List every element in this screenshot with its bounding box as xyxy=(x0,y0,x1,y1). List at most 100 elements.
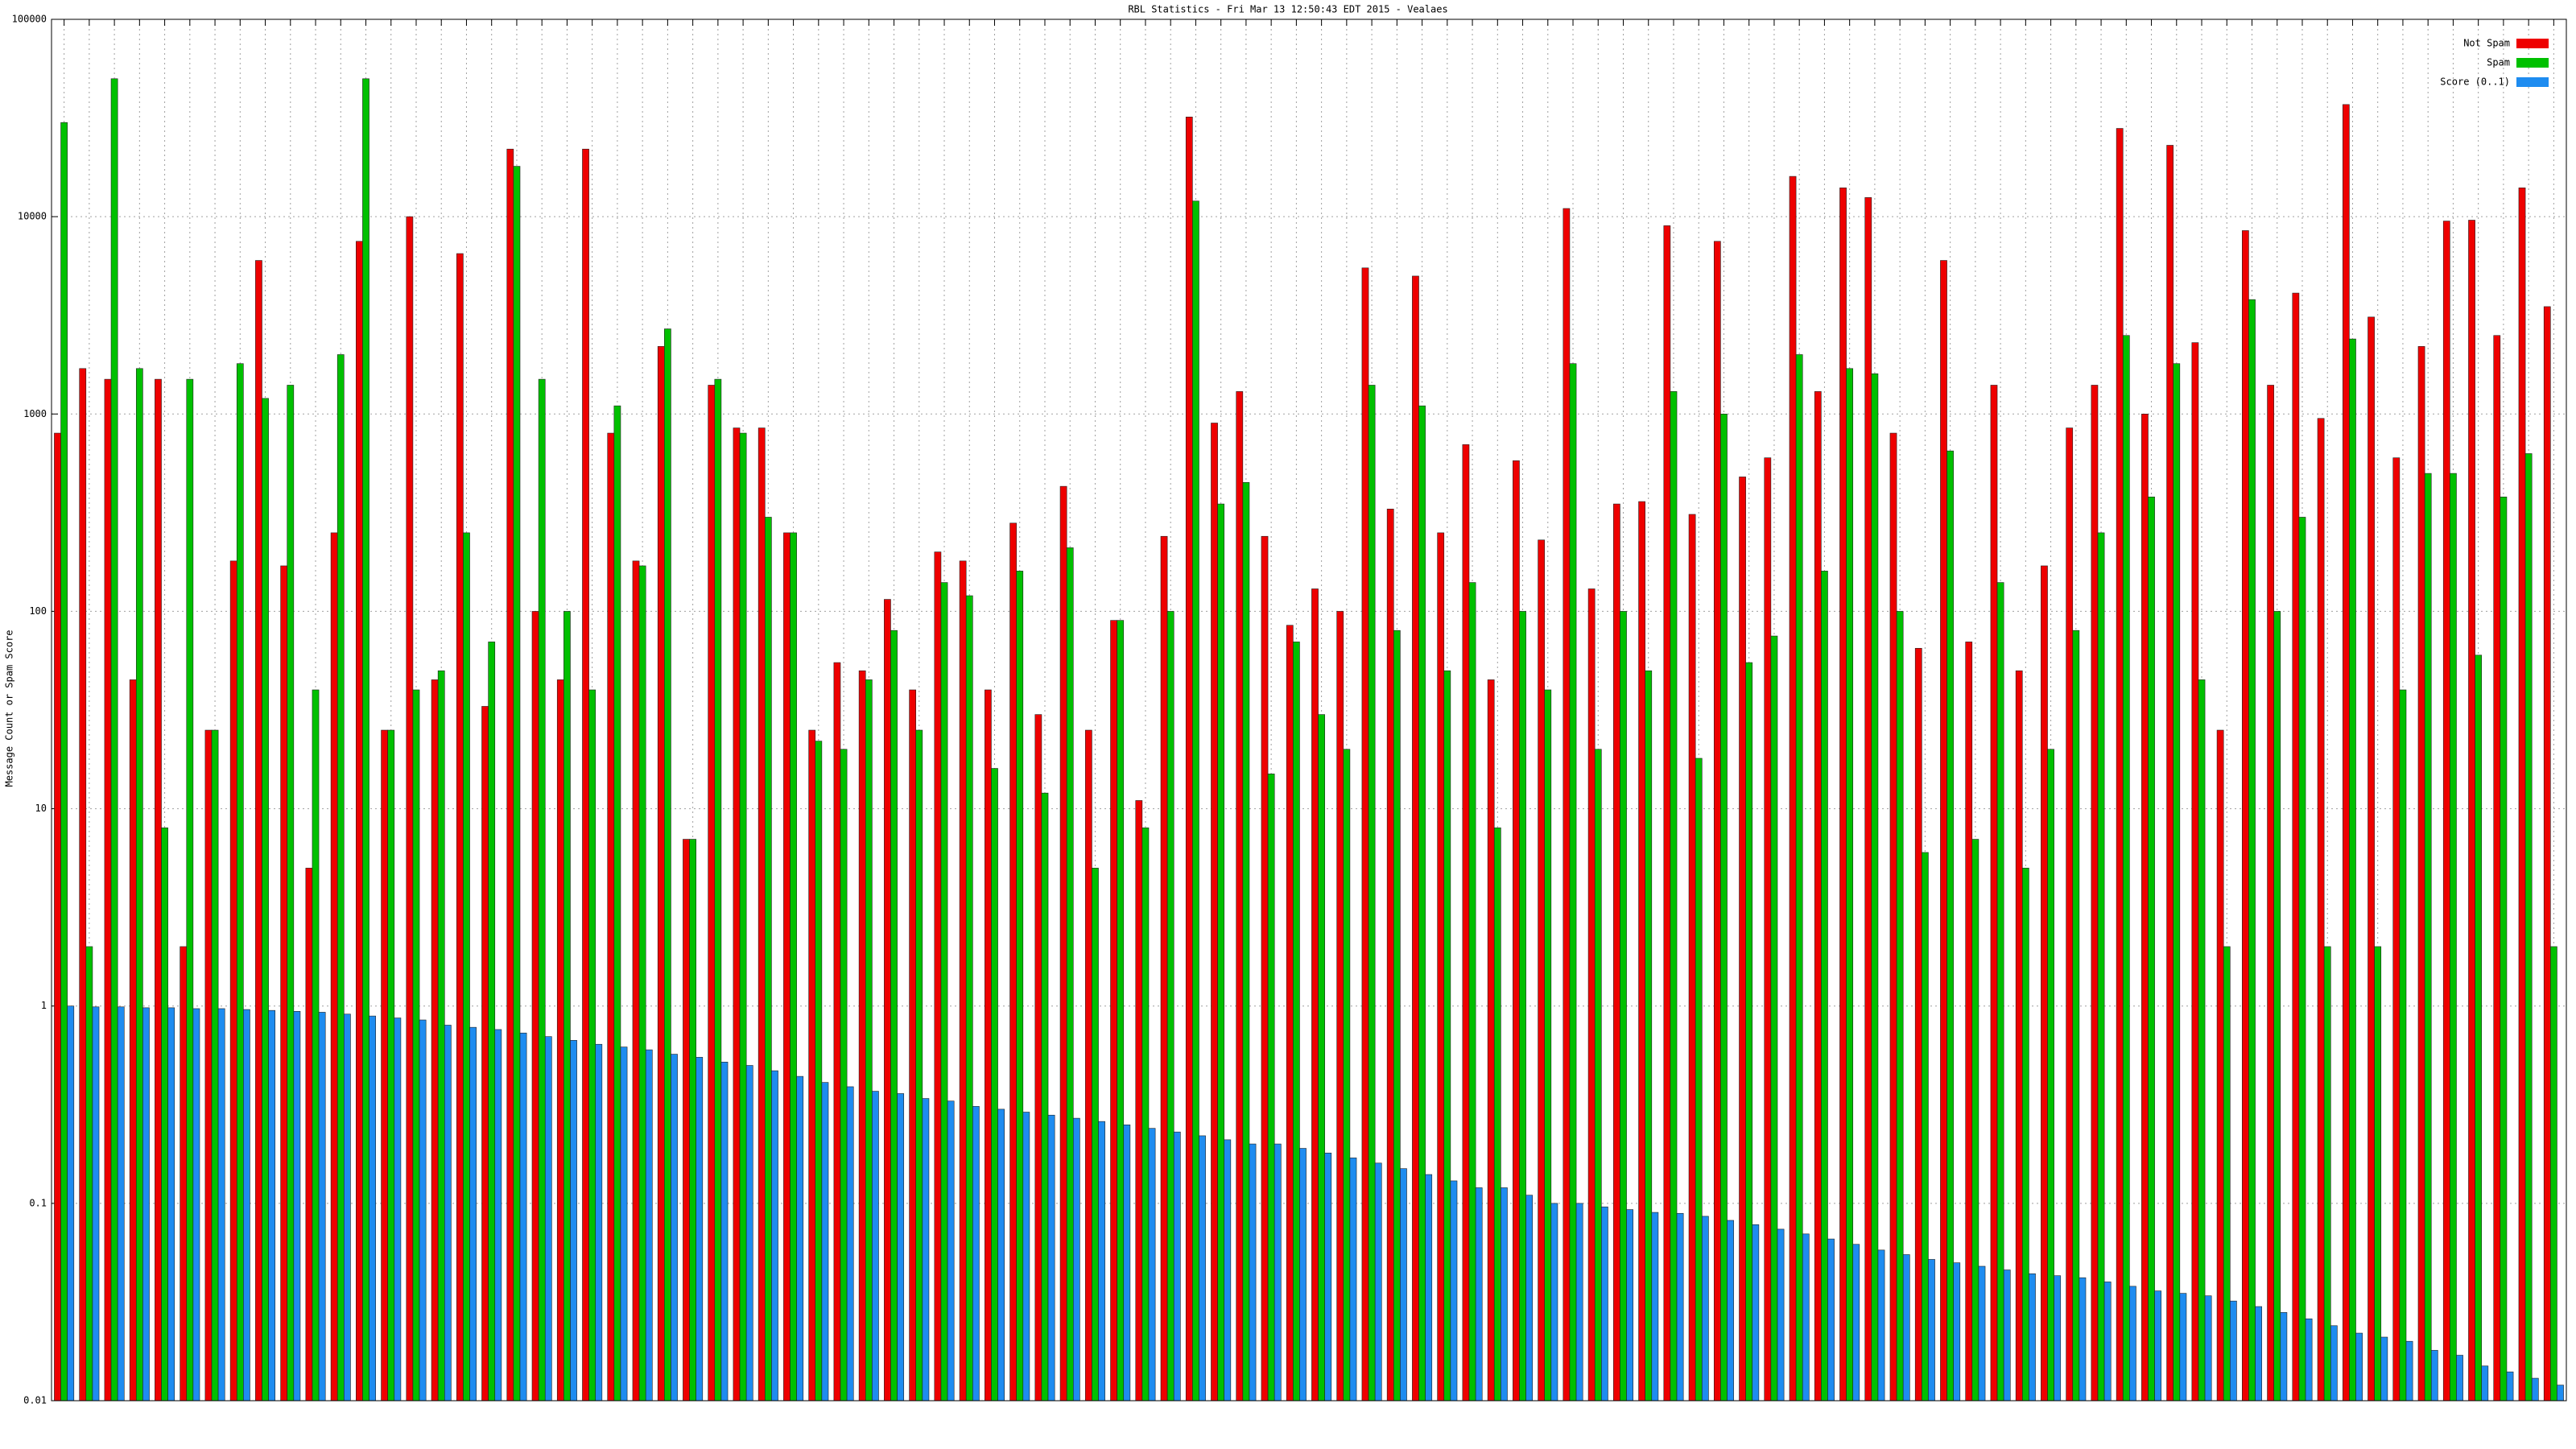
legend-swatch xyxy=(2516,77,2549,87)
bar xyxy=(909,689,917,1402)
bar xyxy=(1663,225,1671,1402)
bar xyxy=(1550,1203,1558,1402)
bar xyxy=(481,706,489,1402)
bar xyxy=(2230,1300,2237,1402)
bar xyxy=(412,689,420,1402)
bar xyxy=(1336,611,1344,1402)
bar xyxy=(262,398,269,1402)
bar xyxy=(1224,1139,1232,1402)
y-tick-label: 10 xyxy=(35,803,47,814)
bar xyxy=(1713,241,1721,1402)
bar xyxy=(229,560,237,1402)
bar xyxy=(991,768,998,1402)
bar xyxy=(1293,642,1300,1402)
bar xyxy=(858,670,866,1402)
bar xyxy=(469,1026,477,1402)
bar xyxy=(2450,473,2457,1402)
bar xyxy=(362,78,369,1402)
bar xyxy=(1871,373,1879,1402)
bar xyxy=(657,346,665,1402)
bar xyxy=(758,427,766,1402)
bar xyxy=(1400,1168,1407,1402)
bar xyxy=(1638,501,1645,1402)
bar xyxy=(733,427,741,1402)
bar xyxy=(2173,363,2181,1402)
bar xyxy=(1468,582,1476,1402)
bar xyxy=(2524,453,2533,1402)
bar xyxy=(985,689,992,1402)
bar xyxy=(1192,200,1199,1402)
bar xyxy=(2091,385,2099,1402)
bar xyxy=(1160,535,1168,1402)
bar xyxy=(745,1065,753,1402)
bar xyxy=(638,565,646,1402)
bar xyxy=(1443,670,1451,1402)
bar xyxy=(513,166,521,1402)
bar xyxy=(1953,1262,1961,1402)
bar xyxy=(708,385,716,1402)
plot-border xyxy=(51,19,2567,1402)
bar xyxy=(2204,1295,2212,1402)
bar xyxy=(1864,197,1872,1402)
bar xyxy=(2493,335,2501,1402)
bar xyxy=(431,679,439,1402)
bar xyxy=(1544,689,1552,1402)
bar xyxy=(437,670,445,1402)
bar xyxy=(1286,625,1294,1402)
bar xyxy=(1978,1265,1986,1402)
bar xyxy=(2399,689,2407,1402)
bar xyxy=(1211,423,1218,1402)
bar xyxy=(671,1054,678,1402)
bar xyxy=(564,611,571,1402)
bar xyxy=(1148,1128,1156,1402)
bar xyxy=(394,1018,402,1402)
bar xyxy=(2355,1332,2363,1402)
bar xyxy=(1343,749,1351,1402)
bar xyxy=(588,689,597,1402)
bar xyxy=(2543,306,2551,1402)
bar xyxy=(1996,582,2004,1402)
bar xyxy=(620,1046,628,1402)
bar xyxy=(444,1025,452,1402)
bar xyxy=(243,1009,250,1402)
bar xyxy=(2481,1365,2489,1402)
bar xyxy=(2047,749,2054,1402)
bar xyxy=(1795,354,1803,1402)
bar xyxy=(287,385,295,1402)
bar xyxy=(110,78,118,1402)
bar xyxy=(2506,1371,2514,1402)
bar xyxy=(2242,230,2249,1402)
bar xyxy=(720,1062,729,1402)
bar xyxy=(2179,1293,2187,1402)
bar xyxy=(2273,611,2281,1402)
bar xyxy=(1324,1152,1332,1402)
bar xyxy=(1135,800,1143,1402)
bar xyxy=(790,532,797,1402)
bar xyxy=(1569,363,1577,1402)
bar xyxy=(1242,481,1250,1402)
bar xyxy=(1450,1180,1458,1402)
bar xyxy=(2392,457,2401,1402)
bar xyxy=(1166,611,1174,1402)
bar xyxy=(613,405,621,1402)
bar xyxy=(1727,1220,1734,1402)
bar xyxy=(1902,1254,1910,1402)
bar xyxy=(1261,535,1269,1402)
y-tick-label: 0.1 xyxy=(29,1197,47,1208)
bar xyxy=(1236,391,1244,1402)
bar xyxy=(2557,1385,2564,1402)
bar xyxy=(2141,413,2149,1402)
bar xyxy=(714,378,722,1402)
bar xyxy=(1217,503,1225,1402)
bar xyxy=(2323,946,2331,1402)
bar xyxy=(965,595,973,1402)
bar xyxy=(934,551,942,1402)
bar xyxy=(1563,208,1571,1402)
bar xyxy=(2248,299,2256,1402)
bar xyxy=(135,368,143,1402)
bar xyxy=(1299,1148,1307,1402)
bar xyxy=(2475,654,2483,1402)
bar xyxy=(1047,1114,1055,1402)
bar xyxy=(67,1005,75,1402)
bar xyxy=(997,1108,1005,1402)
